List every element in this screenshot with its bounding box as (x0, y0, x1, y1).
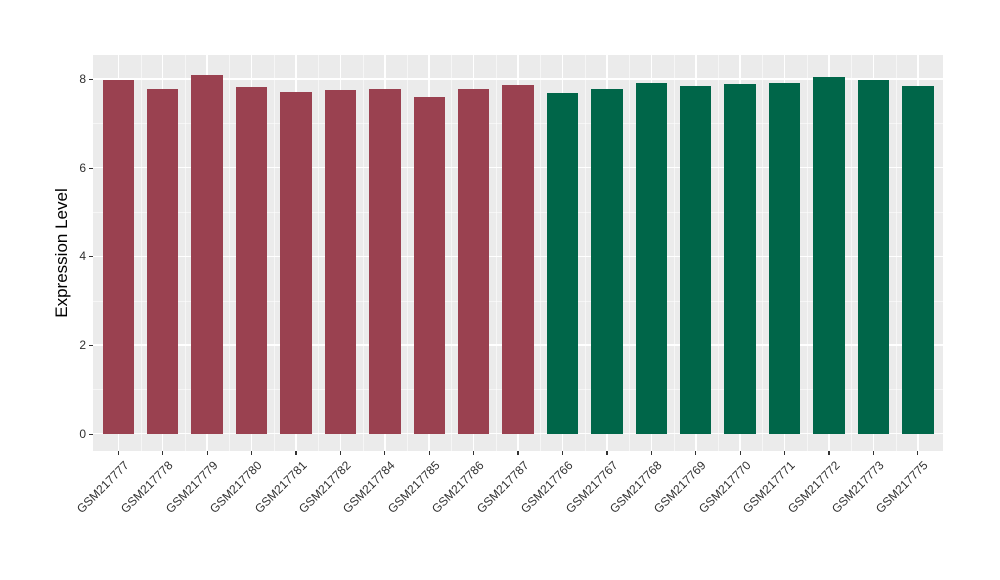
x-gridline-minor (584, 55, 586, 451)
x-tick-mark (339, 451, 341, 455)
x-tick-mark (473, 451, 475, 455)
x-tick-mark (828, 451, 830, 455)
x-tick-mark (117, 451, 119, 455)
bar-GSM217770 (724, 83, 756, 434)
x-gridline-minor (273, 55, 275, 451)
x-gridline-minor (895, 55, 897, 451)
x-gridline-minor (851, 55, 853, 451)
y-tick-label: 8 (79, 72, 86, 87)
x-tick-mark (784, 451, 786, 455)
x-gridline-minor (762, 55, 764, 451)
x-tick-mark (250, 451, 253, 455)
y-tick-label: 0 (79, 426, 86, 441)
x-tick-mark (739, 451, 741, 455)
y-tick-mark (89, 256, 93, 258)
x-gridline-minor (229, 55, 231, 451)
y-tick-label: 4 (79, 249, 86, 264)
x-tick-mark (872, 451, 875, 455)
bar-GSM217777 (102, 79, 134, 434)
x-gridline-minor (673, 55, 675, 451)
x-tick-mark (695, 451, 697, 455)
bar-GSM217768 (635, 82, 668, 434)
y-tick-label: 6 (79, 160, 86, 175)
x-tick-mark (561, 451, 564, 455)
bar-GSM217781 (280, 91, 312, 434)
x-gridline-minor (495, 55, 497, 451)
y-tick-mark (89, 79, 93, 81)
y-tick-mark (89, 167, 93, 169)
bar-GSM217784 (369, 88, 401, 434)
bar-GSM217787 (502, 85, 534, 434)
bar-GSM217779 (191, 74, 223, 434)
x-gridline-minor (629, 55, 631, 451)
x-tick-mark (650, 451, 652, 455)
x-gridline-minor (540, 55, 542, 451)
plot-panel (93, 55, 943, 451)
bar-GSM217786 (457, 88, 490, 434)
x-gridline-minor (806, 55, 808, 451)
x-tick-mark (917, 451, 919, 455)
x-tick-mark (295, 451, 297, 455)
y-tick-mark (89, 433, 93, 435)
bar-GSM217769 (680, 86, 712, 434)
x-gridline-minor (407, 55, 409, 451)
x-gridline-minor (318, 55, 320, 451)
x-gridline-minor (362, 55, 364, 451)
bar-GSM217773 (857, 80, 890, 434)
x-gridline-minor (717, 55, 719, 451)
x-gridline-minor (140, 55, 142, 451)
x-tick-mark (517, 451, 519, 455)
bar-GSM217772 (813, 76, 845, 434)
x-tick-mark (606, 451, 608, 455)
bar-GSM217775 (902, 86, 934, 434)
bar-GSM217767 (591, 88, 623, 434)
bar-GSM217785 (413, 96, 445, 434)
x-gridline-minor (451, 55, 453, 451)
bar-GSM217780 (235, 86, 268, 434)
bar-GSM217766 (546, 92, 579, 434)
x-tick-mark (206, 451, 208, 455)
y-tick-label: 2 (79, 337, 86, 352)
x-tick-mark (162, 451, 164, 455)
y-tick-mark (89, 344, 93, 347)
bar-GSM217778 (147, 88, 179, 434)
x-gridline-minor (184, 55, 186, 451)
bar-GSM217771 (768, 83, 801, 434)
x-tick-mark (384, 451, 386, 455)
bar-GSM217782 (324, 89, 357, 434)
x-tick-mark (428, 451, 430, 455)
